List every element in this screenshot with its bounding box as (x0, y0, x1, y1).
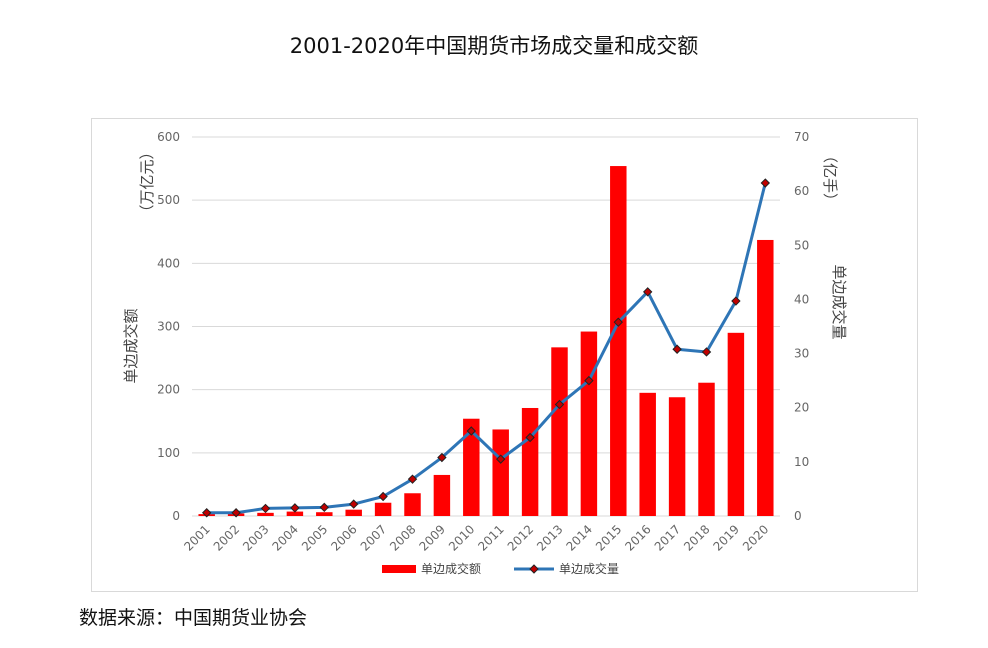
y-left-axis-unit: （万亿元） (138, 144, 156, 219)
chart-title: 2001-2020年中国期货市场成交量和成交额 (289, 34, 699, 58)
x-tick-label: 2004 (270, 522, 301, 553)
y-right-tick-label: 30 (794, 347, 809, 361)
bar-2016 (639, 392, 656, 516)
x-tick-label: 2016 (622, 522, 653, 553)
y-left-tick-label: 300 (157, 320, 180, 334)
line-point-2020 (760, 178, 771, 188)
bar-2019 (727, 332, 745, 516)
x-tick-label: 2015 (593, 522, 624, 553)
bar-2010 (463, 418, 480, 516)
x-tick-label: 2007 (358, 522, 389, 553)
line-point-2007 (378, 491, 388, 502)
y-right-tick-label: 50 (794, 238, 809, 252)
x-tick-label: 2002 (211, 522, 242, 553)
x-tick-label: 2006 (328, 522, 359, 553)
bar-2009 (433, 474, 451, 516)
y-right-tick-label: 10 (794, 455, 809, 469)
line-point-2014 (584, 375, 594, 386)
y-right-tick-label: 0 (794, 509, 802, 523)
y-right-axis-unit: （亿手） (821, 148, 839, 208)
line-point-2002 (231, 508, 241, 518)
bar-2011 (492, 429, 509, 516)
line-point-2013 (554, 399, 565, 410)
line-point-2010 (466, 426, 477, 436)
bar-2003 (257, 512, 274, 516)
bar-2014 (580, 331, 598, 516)
x-tick-label: 2003 (240, 522, 271, 553)
bar-2007 (374, 502, 392, 516)
line-point-2003 (260, 503, 271, 514)
bar-2005 (316, 512, 333, 516)
x-tick-label: 2017 (652, 522, 683, 553)
legend-swatch-amount (382, 565, 416, 573)
y-left-axis-label: 单边成交额 (122, 308, 140, 383)
x-tick-label: 2008 (387, 522, 418, 553)
source-note: 数据来源：中国期货业协会 (79, 607, 308, 629)
x-tick-label: 2010 (446, 522, 477, 553)
bar-2004 (286, 511, 304, 516)
y-right-axis-label: 单边成交量 (830, 264, 848, 339)
line-point-2015 (613, 317, 624, 327)
x-tick-label: 2005 (299, 522, 330, 553)
legend-swatch-volume-marker (529, 564, 539, 574)
x-tick-label: 2011 (475, 522, 506, 553)
x-tick-label: 2009 (417, 522, 448, 553)
line-point-2009 (437, 452, 447, 463)
x-tick-label: 2013 (534, 522, 565, 553)
line-point-2011 (495, 454, 506, 464)
line-point-2006 (348, 499, 359, 509)
y-right-tick-label: 40 (794, 292, 809, 306)
bar-2013 (551, 347, 568, 516)
line-point-2005 (319, 502, 330, 513)
bar-2017 (668, 397, 686, 516)
y-right-tick-label: 20 (794, 401, 809, 415)
bar-2015 (610, 166, 627, 516)
y-left-tick-label: 100 (157, 446, 180, 460)
bar-2012 (521, 407, 539, 516)
line-series-volume (206, 182, 767, 515)
y-left-tick-label: 500 (157, 193, 180, 207)
line-point-2017 (672, 344, 682, 354)
y-left-tick-label: 400 (157, 256, 180, 270)
line-point-2004 (290, 503, 300, 513)
bar-2020 (757, 239, 774, 516)
bar-2008 (404, 493, 421, 516)
x-tick-label: 2001 (181, 522, 212, 553)
bar-2018 (698, 382, 715, 516)
x-tick-label: 2012 (505, 522, 536, 553)
legend-label-amount: 单边成交额 (421, 561, 481, 576)
y-left-tick-label: 200 (157, 383, 180, 397)
y-left-tick-label: 0 (172, 509, 180, 523)
y-right-tick-label: 60 (794, 184, 809, 198)
line-point-2016 (642, 287, 653, 297)
x-tick-label: 2018 (681, 522, 712, 553)
line-point-2012 (525, 432, 535, 443)
bar-2006 (345, 509, 362, 516)
x-tick-label: 2020 (740, 522, 771, 553)
line-point-2008 (407, 474, 418, 484)
y-right-tick-label: 70 (794, 130, 809, 144)
x-tick-label: 2019 (711, 522, 742, 553)
y-left-tick-label: 600 (157, 130, 180, 144)
legend-label-volume: 单边成交量 (559, 561, 619, 576)
line-point-2018 (701, 347, 712, 357)
x-tick-label: 2014 (564, 522, 595, 553)
line-point-2019 (731, 296, 741, 306)
line-point-2001 (201, 508, 212, 518)
